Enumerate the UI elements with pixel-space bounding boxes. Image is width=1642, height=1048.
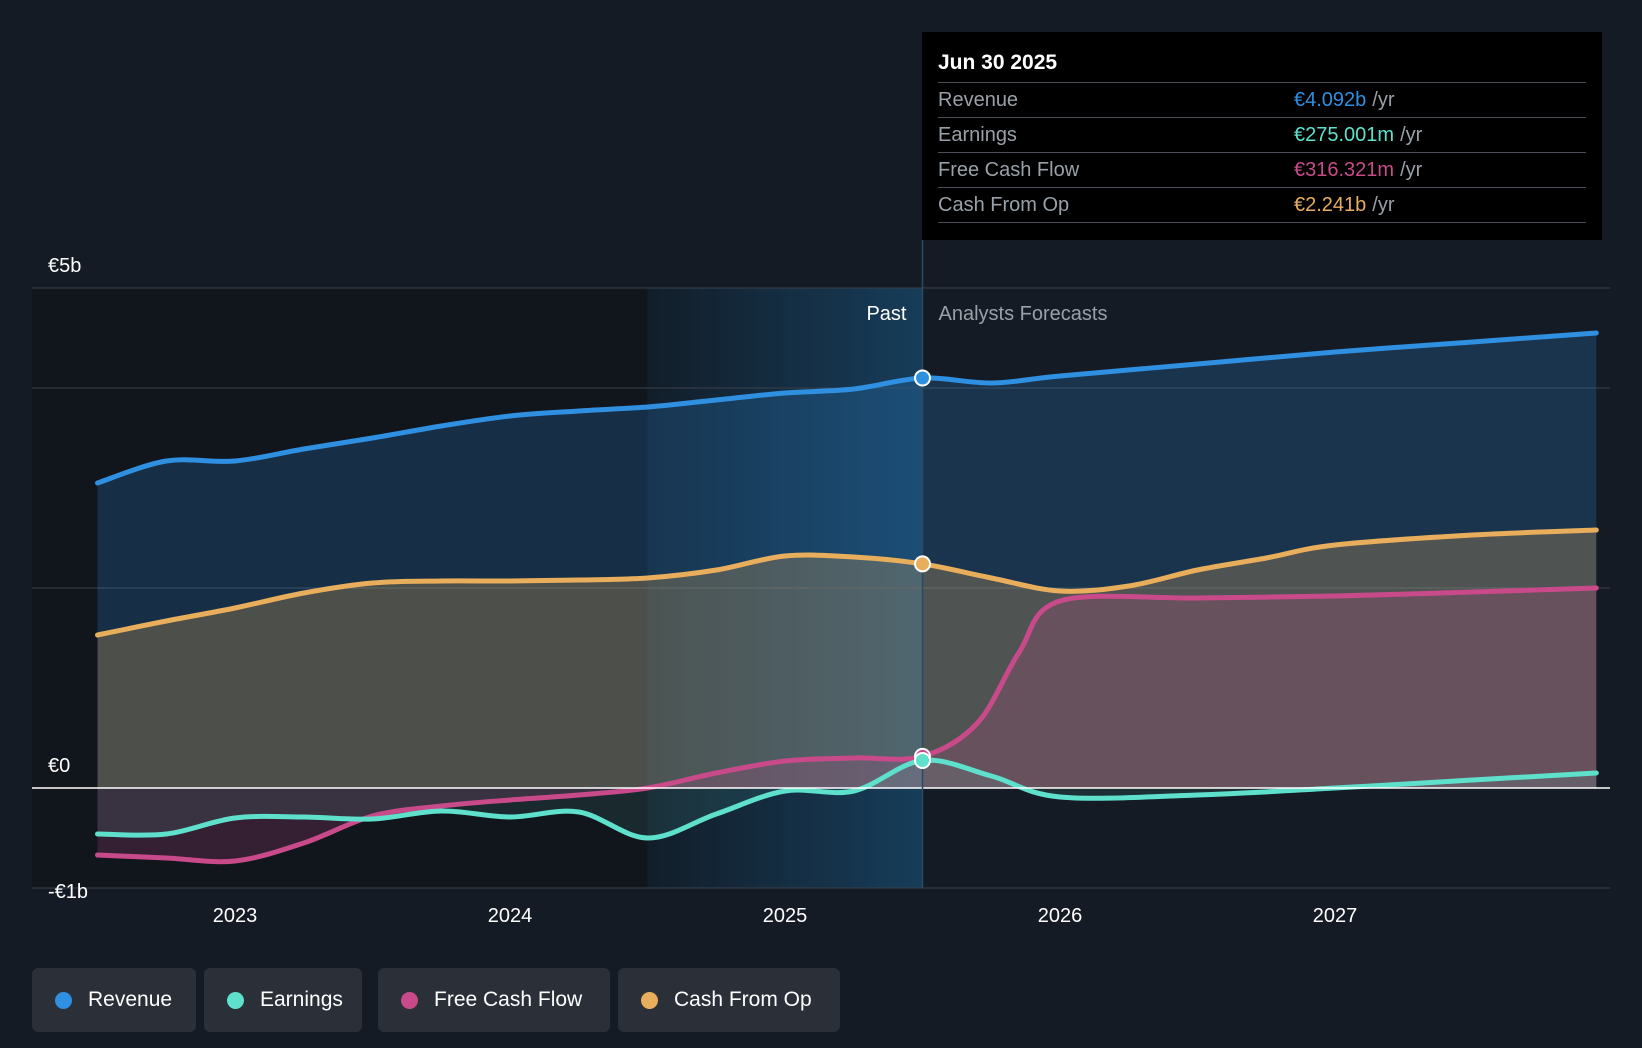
earnings-line [95, 757, 1599, 841]
cash-from-op-line [95, 527, 1599, 638]
x-tick-label: 2026 [1038, 905, 1083, 927]
tooltip-unit: /yr [1400, 159, 1423, 181]
series-lines [95, 330, 1599, 865]
tooltip-row-earnings: Earnings €275.001m/yr [938, 117, 1586, 152]
earnings-area [97, 760, 1597, 839]
free-cash-flow-line [95, 585, 1599, 865]
revenue-line [95, 330, 1599, 486]
tooltip-unit: /yr [1372, 89, 1395, 111]
tooltip-label: Revenue [938, 89, 1019, 111]
series-areas [97, 333, 1597, 862]
tooltip-value: €4.092b [1294, 89, 1367, 111]
x-tick-label: 2027 [1313, 905, 1358, 927]
cash-from-op-area [97, 530, 1597, 788]
legend-item-free-cash-flow[interactable]: Free Cash Flow [378, 968, 610, 1032]
legend-label: Free Cash Flow [434, 988, 583, 1011]
legend-label: Revenue [88, 988, 173, 1011]
revenue-marker [914, 369, 931, 387]
cash-from-op-marker [914, 555, 931, 573]
legend-dot-icon [641, 992, 658, 1009]
x-tick-label: 2023 [213, 905, 258, 927]
y-tick-label: €0 [48, 755, 70, 777]
revenue-area [97, 333, 1597, 788]
tooltip-value: €2.241b [1294, 194, 1367, 216]
free-cash-flow-area [97, 588, 1597, 862]
x-axis-labels: 2023 2024 2025 2026 2027 [213, 905, 1358, 927]
legend-item-revenue[interactable]: Revenue [32, 968, 196, 1032]
tooltip-row-revenue: Revenue €4.092b/yr [938, 82, 1586, 117]
legend-item-earnings[interactable]: Earnings [204, 968, 362, 1032]
legend-dot-icon [227, 992, 244, 1009]
x-tick-label: 2025 [763, 905, 808, 927]
tooltip-date: Jun 30 2025 [938, 51, 1058, 74]
y-tick-label: -€1b [48, 881, 88, 903]
tooltip: Jun 30 2025 Revenue €4.092b/yr Earnings … [922, 32, 1602, 240]
earnings-marker [914, 751, 931, 769]
tooltip-label: Cash From Op [938, 194, 1070, 216]
tooltip-unit: /yr [1400, 124, 1423, 146]
tooltip-value: €316.321m [1294, 159, 1395, 181]
forecast-label: Analysts Forecasts [939, 303, 1108, 325]
y-axis-labels: €5b €0 -€1b [48, 255, 88, 903]
x-tick-label: 2024 [488, 905, 533, 927]
tooltip-row-free-cash-flow: Free Cash Flow €316.321m/yr [938, 152, 1586, 187]
tooltip-unit: /yr [1372, 194, 1395, 216]
y-tick-label: €5b [48, 255, 81, 277]
legend-label: Earnings [260, 988, 343, 1011]
legend-dot-icon [55, 992, 72, 1009]
tooltip-value: €275.001m [1294, 124, 1395, 146]
tooltip-row-cash-from-op: Cash From Op €2.241b/yr [938, 187, 1586, 223]
past-label: Past [866, 303, 906, 325]
tooltip-label: Free Cash Flow [938, 159, 1080, 181]
tooltip-label: Earnings [938, 124, 1017, 146]
legend-label: Cash From Op [674, 988, 812, 1011]
legend-dot-icon [401, 992, 418, 1009]
legend-item-cash-from-op[interactable]: Cash From Op [618, 968, 840, 1032]
hover-markers [914, 369, 931, 769]
